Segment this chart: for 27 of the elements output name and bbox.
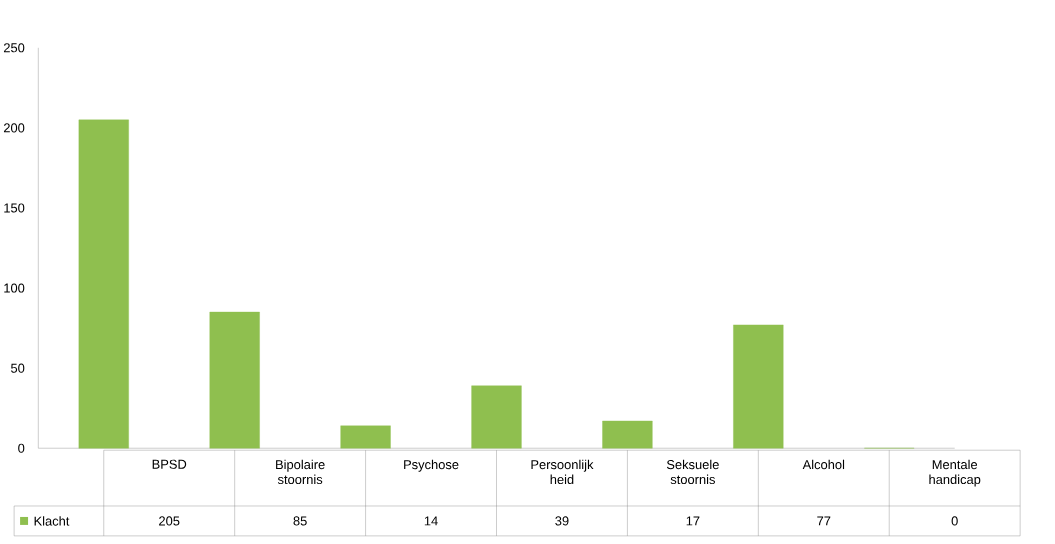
data-label: 0 xyxy=(951,516,958,526)
data-label: 39 xyxy=(555,516,569,526)
y-tick-label: 250 xyxy=(3,43,25,53)
data-label: 85 xyxy=(293,516,307,526)
y-tick-label: 100 xyxy=(4,283,25,293)
legend-label: Klacht xyxy=(34,516,70,526)
x-tick-label: Seksuele stoornis xyxy=(666,459,719,485)
y-tick-label: 150 xyxy=(4,203,25,213)
bar xyxy=(209,311,260,449)
x-tick-label: Alcohol xyxy=(802,459,845,470)
x-tick-label: Mentale handicap xyxy=(929,459,981,487)
bar xyxy=(733,324,784,449)
data-label: 77 xyxy=(817,516,831,526)
y-tick-label: 200 xyxy=(3,123,25,133)
x-tick-label: Bipolaire stoornis xyxy=(276,459,325,485)
bar xyxy=(471,385,522,449)
data-label: 14 xyxy=(424,516,438,526)
x-tick-label: BPSD xyxy=(152,459,187,469)
y-tick-label: 0 xyxy=(18,443,25,453)
data-label: 205 xyxy=(159,516,180,526)
y-tick-label: 50 xyxy=(11,363,25,373)
x-tick-label: Psychose xyxy=(404,459,459,472)
data-label: 17 xyxy=(686,516,700,526)
bar xyxy=(78,119,129,449)
bar xyxy=(340,425,391,449)
x-tick-label: Persoonlijk heid xyxy=(531,459,594,485)
bar xyxy=(602,420,653,449)
